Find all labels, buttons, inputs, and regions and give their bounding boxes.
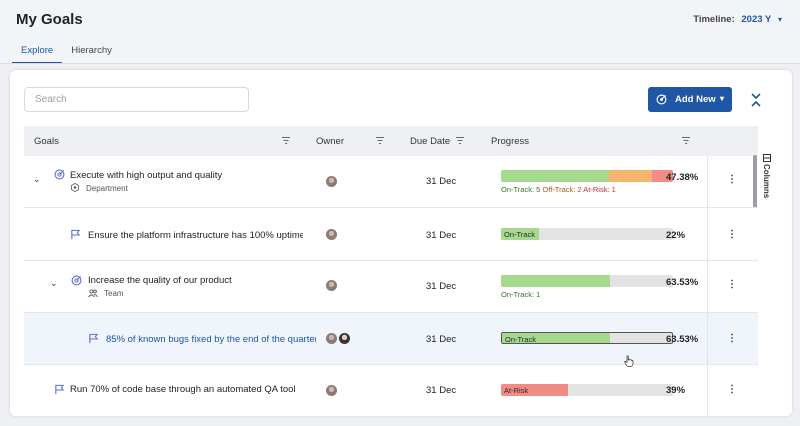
- at-risk-segment: [651, 170, 673, 182]
- avatar[interactable]: [326, 229, 337, 240]
- off-track-count: Off-Track: 2: [542, 185, 582, 194]
- due-date: 31 Dec: [426, 176, 457, 187]
- status-counts: On-Track: 1: [501, 290, 540, 299]
- add-new-button[interactable]: Add New ▾: [648, 87, 732, 112]
- avatar[interactable]: [339, 333, 350, 344]
- due-date: 31 Dec: [426, 230, 457, 241]
- more-options-icon[interactable]: ⋮: [727, 384, 737, 395]
- table-row[interactable]: 85% of known bugs fixed by the end of th…: [24, 313, 758, 365]
- status-label: On-Track: [504, 230, 535, 239]
- tab-divider: [0, 63, 800, 64]
- on-track-segment: [501, 170, 609, 182]
- team-icon: [88, 289, 98, 298]
- off-track-segment: [608, 170, 652, 182]
- table-header: Goals Owner Due Date Progress: [24, 126, 758, 156]
- progress-bar: On-Track: [501, 332, 673, 344]
- progress-fill: [501, 384, 569, 396]
- progress-bar: [501, 275, 673, 287]
- page-title: My Goals: [16, 11, 83, 28]
- due-date: 31 Dec: [426, 385, 457, 396]
- progress-bar: [501, 170, 673, 182]
- filter-icon[interactable]: [376, 137, 384, 144]
- divider: [707, 313, 708, 364]
- goal-level: Department: [86, 184, 128, 193]
- avatar[interactable]: [326, 280, 337, 291]
- target-icon: [54, 169, 65, 180]
- chevron-down-icon[interactable]: ▾: [777, 15, 782, 24]
- progress-bar: At-Risk: [501, 384, 673, 396]
- filter-icon[interactable]: [282, 137, 290, 144]
- flag-icon: [89, 333, 99, 344]
- search-input[interactable]: [24, 87, 249, 112]
- progress-percent: 63.53%: [666, 277, 699, 288]
- timeline-value[interactable]: 2023 Y: [741, 14, 772, 25]
- goal-title[interactable]: 85% of known bugs fixed by the end of th…: [106, 334, 316, 345]
- target-icon: [656, 94, 667, 105]
- chevron-down-icon[interactable]: ⌄: [33, 174, 41, 184]
- divider: [707, 156, 708, 207]
- avatar[interactable]: [326, 333, 337, 344]
- scrollbar[interactable]: [753, 155, 757, 208]
- status-label: On-Track: [505, 335, 536, 344]
- more-options-icon[interactable]: ⋮: [727, 174, 737, 185]
- avatar[interactable]: [326, 176, 337, 187]
- divider: [707, 208, 708, 260]
- goal-title[interactable]: Increase the quality of our product: [88, 275, 232, 286]
- columns-panel-toggle[interactable]: Columns: [760, 154, 776, 200]
- goal-title[interactable]: Run 70% of code base through an automate…: [70, 384, 296, 395]
- on-track-count: On-Track: 5: [501, 185, 541, 194]
- progress-percent: 39%: [666, 385, 686, 396]
- tab-hierarchy[interactable]: Hierarchy: [71, 45, 112, 56]
- column-header-owner: Owner: [316, 136, 344, 147]
- tab-explore[interactable]: Explore: [12, 44, 63, 64]
- goal-title[interactable]: Ensure the platform infrastructure has 1…: [88, 230, 303, 241]
- progress-percent: 22%: [666, 230, 686, 241]
- hand-cursor-icon: [624, 355, 634, 367]
- columns-icon: [763, 154, 771, 162]
- due-date: 31 Dec: [426, 281, 457, 292]
- due-date: 31 Dec: [426, 334, 457, 345]
- department-icon: [70, 183, 80, 192]
- column-header-progress: Progress: [491, 136, 530, 147]
- progress-bar: On-Track: [501, 228, 673, 240]
- timeline-label: Timeline:: [693, 14, 735, 25]
- flag-icon: [55, 384, 65, 395]
- column-header-due-date: Due Date: [410, 136, 451, 147]
- at-risk-count: At-Risk: 1: [583, 185, 616, 194]
- more-options-icon[interactable]: ⋮: [727, 333, 737, 344]
- avatar[interactable]: [326, 385, 337, 396]
- divider: [707, 261, 708, 312]
- goal-level: Team: [104, 289, 124, 298]
- flag-icon: [71, 229, 81, 240]
- progress-fill: [501, 275, 611, 287]
- top-bar: My Goals Timeline: 2023 Y ▾ Explore Hier…: [0, 0, 800, 64]
- progress-fill: [502, 333, 610, 343]
- table-row[interactable]: Run 70% of code base through an automate…: [24, 365, 758, 416]
- columns-label: Columns: [762, 164, 771, 199]
- progress-percent: 63.53%: [666, 334, 699, 345]
- on-track-count: On-Track: 1: [501, 290, 541, 299]
- timeline-selector[interactable]: Timeline: 2023 Y ▾: [693, 14, 782, 25]
- table-row[interactable]: ⌄ Increase the quality of our product Te…: [24, 261, 758, 313]
- progress-fill: [501, 228, 539, 240]
- add-new-label: Add New: [675, 94, 716, 105]
- column-header-goals: Goals: [34, 136, 59, 147]
- status-counts: On-Track: 5 Off-Track: 2 At-Risk: 1: [501, 185, 616, 194]
- table-row[interactable]: Ensure the platform infrastructure has 1…: [24, 208, 758, 261]
- more-options-icon[interactable]: ⋮: [727, 229, 737, 240]
- goal-title[interactable]: Execute with high output and quality: [70, 170, 223, 181]
- table-row[interactable]: ⌄ Execute with high output and quality D…: [24, 156, 758, 208]
- chevron-down-icon: ▾: [719, 94, 724, 103]
- progress-percent: 47.38%: [666, 172, 699, 183]
- filter-icon[interactable]: [456, 137, 464, 144]
- filter-icon[interactable]: [682, 137, 690, 144]
- collapse-all-icon[interactable]: [750, 92, 762, 108]
- divider: [707, 365, 708, 416]
- more-options-icon[interactable]: ⋮: [727, 279, 737, 290]
- goals-card: Add New ▾ Goals Owner Due Date Progress …: [10, 70, 792, 416]
- chevron-down-icon[interactable]: ⌄: [50, 278, 58, 288]
- target-icon: [71, 275, 82, 286]
- tab-bar: Explore Hierarchy: [12, 44, 121, 64]
- status-label: At-Risk: [504, 386, 529, 395]
